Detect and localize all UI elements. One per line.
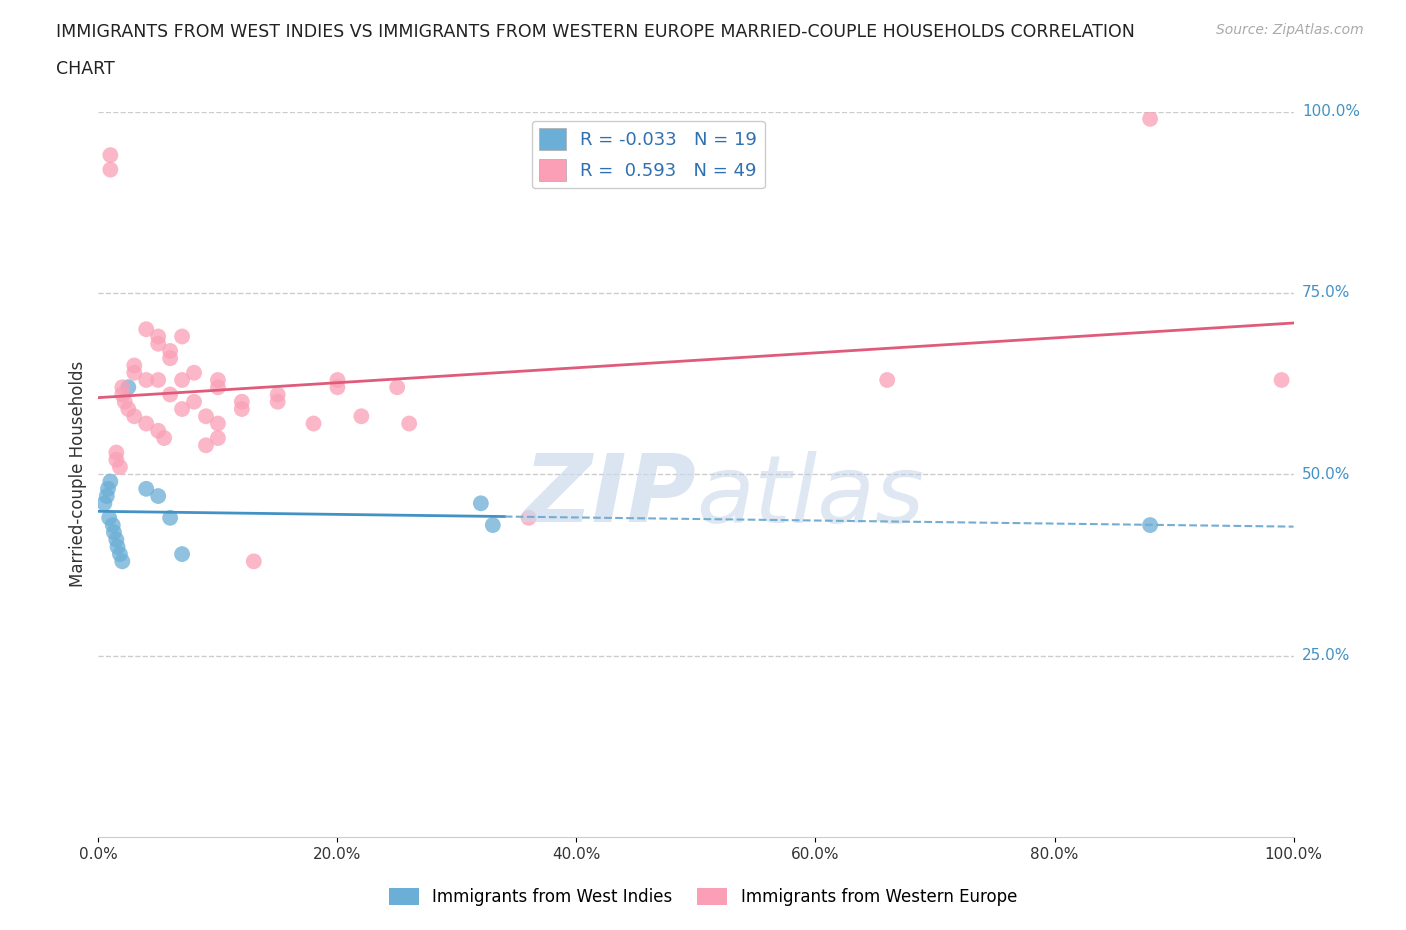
Y-axis label: Married-couple Households: Married-couple Households: [69, 361, 87, 588]
Point: [159, 343, 181, 358]
Point: [135, 322, 157, 337]
Point: [1139, 112, 1161, 126]
Text: Source: ZipAtlas.com: Source: ZipAtlas.com: [1216, 23, 1364, 37]
Point: [398, 416, 420, 431]
Text: IMMIGRANTS FROM WEST INDIES VS IMMIGRANTS FROM WESTERN EUROPE MARRIED-COUPLE HOU: IMMIGRANTS FROM WEST INDIES VS IMMIGRANT…: [56, 23, 1135, 41]
Point: [350, 409, 373, 424]
Point: [111, 554, 134, 569]
Point: [97, 482, 120, 497]
Text: 25.0%: 25.0%: [1302, 648, 1350, 663]
Point: [876, 373, 898, 388]
Text: ZIP: ZIP: [523, 450, 696, 542]
Point: [1139, 518, 1161, 533]
Point: [108, 459, 131, 474]
Point: [267, 394, 290, 409]
Point: [385, 379, 409, 394]
Point: [207, 379, 229, 394]
Point: [1271, 373, 1294, 388]
Point: [124, 409, 146, 424]
Text: 100.0%: 100.0%: [1302, 104, 1360, 119]
Point: [124, 365, 146, 380]
Legend: Immigrants from West Indies, Immigrants from Western Europe: Immigrants from West Indies, Immigrants …: [382, 881, 1024, 912]
Point: [183, 394, 205, 409]
Text: 75.0%: 75.0%: [1302, 286, 1350, 300]
Text: atlas: atlas: [696, 450, 924, 541]
Point: [172, 329, 194, 344]
Point: [159, 351, 181, 365]
Point: [159, 387, 181, 402]
Point: [207, 431, 229, 445]
Legend: R = -0.033   N = 19, R =  0.593   N = 49: R = -0.033 N = 19, R = 0.593 N = 49: [531, 121, 765, 188]
Point: [231, 394, 253, 409]
Point: [207, 373, 229, 388]
Point: [231, 402, 253, 417]
Point: [302, 416, 325, 431]
Point: [98, 162, 122, 177]
Point: [135, 482, 157, 497]
Point: [103, 525, 125, 539]
Point: [148, 337, 170, 352]
Point: [107, 539, 129, 554]
Point: [326, 379, 349, 394]
Text: 50.0%: 50.0%: [1302, 467, 1350, 482]
Point: [183, 365, 205, 380]
Point: [172, 373, 194, 388]
Point: [124, 358, 146, 373]
Point: [105, 452, 128, 467]
Point: [114, 394, 136, 409]
Point: [105, 445, 128, 460]
Point: [117, 379, 139, 394]
Point: [148, 329, 170, 344]
Point: [172, 402, 194, 417]
Point: [153, 431, 176, 445]
Point: [98, 511, 121, 525]
Point: [326, 373, 349, 388]
Point: [267, 387, 290, 402]
Point: [111, 387, 134, 402]
Point: [243, 554, 266, 569]
Text: CHART: CHART: [56, 60, 115, 78]
Point: [194, 409, 217, 424]
Point: [117, 402, 139, 417]
Point: [172, 547, 194, 562]
Point: [135, 373, 157, 388]
Point: [135, 416, 157, 431]
Point: [159, 511, 181, 525]
Point: [207, 416, 229, 431]
Point: [96, 488, 118, 503]
Point: [111, 379, 134, 394]
Point: [517, 511, 540, 525]
Point: [93, 496, 115, 511]
Point: [194, 438, 217, 453]
Point: [470, 496, 492, 511]
Point: [148, 423, 170, 438]
Point: [108, 547, 131, 562]
Point: [148, 373, 170, 388]
Point: [148, 488, 170, 503]
Point: [105, 532, 128, 547]
Point: [98, 148, 122, 163]
Point: [481, 518, 505, 533]
Point: [98, 474, 122, 489]
Point: [101, 518, 124, 533]
